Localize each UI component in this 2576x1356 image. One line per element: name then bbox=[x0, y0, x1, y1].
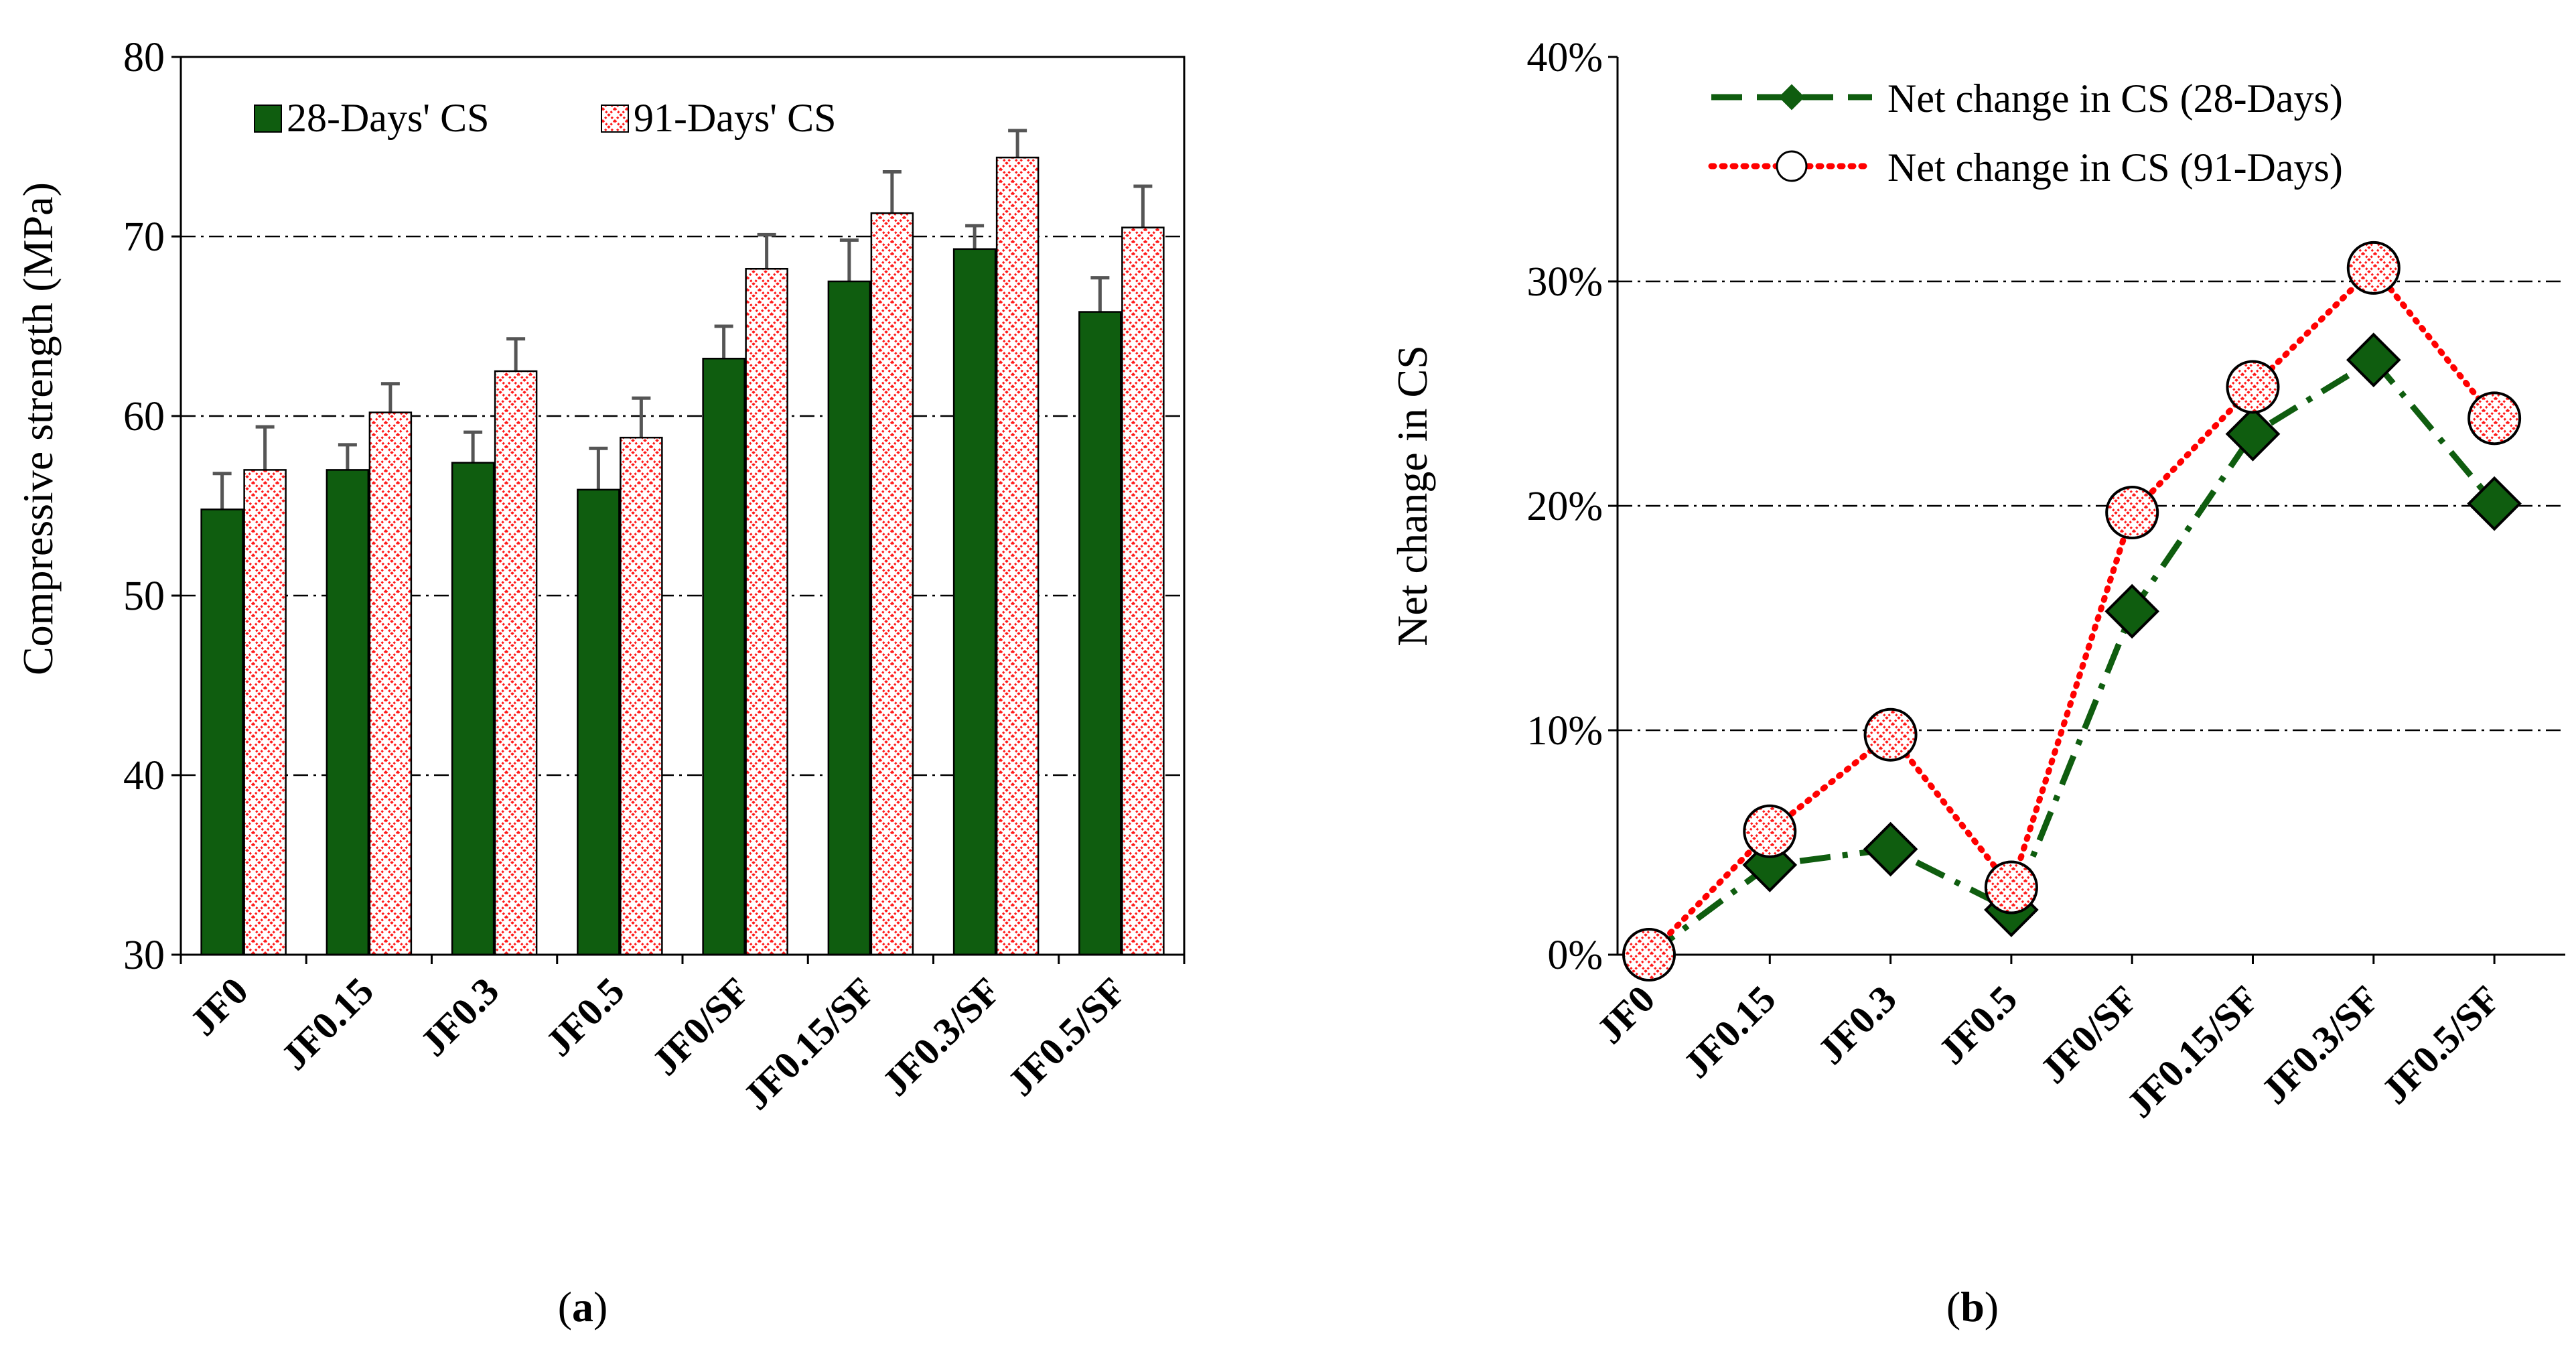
panel-label-b-letter: b bbox=[1960, 1283, 1985, 1331]
legend-label-91-days-line: Net change in CS (91-Days) bbox=[1887, 145, 2343, 190]
panel-label-a: (a) bbox=[558, 1283, 608, 1331]
bar-28-days bbox=[577, 488, 620, 956]
bar-91-days bbox=[995, 156, 1040, 956]
series-line-28-days bbox=[1647, 356, 2497, 957]
marker-91-days bbox=[2346, 241, 2401, 295]
bar-28-days bbox=[827, 280, 871, 956]
bar-91-days bbox=[745, 267, 788, 956]
bar-x-tick-label: JF0.15/SF bbox=[735, 969, 884, 1118]
legend-label-28-days: 28-Days' CS bbox=[287, 96, 490, 140]
legend-label-91-days: 91-Days' CS bbox=[634, 96, 837, 140]
bar-chart-y-axis-label: Compressive strength (MPa) bbox=[14, 182, 62, 675]
line-x-tick-label: JF0/SF bbox=[2031, 977, 2146, 1091]
bar-y-tick-label: 50 bbox=[123, 573, 165, 619]
bar-28-days bbox=[326, 469, 370, 956]
bar-chart-y-tick-labels: 30 40 50 60 70 80 bbox=[123, 35, 165, 978]
line-chart-panel-b: 0% 10% 20% 30% 40% JF0 JF0.15 JF0.3 JF0.5 JF0/SF… bbox=[1388, 35, 2565, 1331]
marker-28-days bbox=[2225, 406, 2281, 462]
line-y-tick-label: 30% bbox=[1526, 259, 1603, 305]
bar-28-days bbox=[952, 248, 997, 956]
bar-x-tick-label: JF0.3 bbox=[412, 969, 508, 1065]
bar-91-days bbox=[368, 411, 413, 956]
bar-x-tick-label: JF0.3/SF bbox=[873, 969, 1009, 1104]
bar-91-days bbox=[870, 212, 914, 956]
bar-x-tick-label: JF0.5 bbox=[537, 969, 633, 1065]
line-chart-markers bbox=[1622, 241, 2522, 981]
panel-label-a-letter: a bbox=[572, 1283, 593, 1331]
line-x-tick-label: JF0.15 bbox=[1674, 977, 1784, 1086]
line-y-tick-label: 10% bbox=[1526, 708, 1603, 754]
bar-chart-axes bbox=[171, 56, 1186, 964]
marker-91-days bbox=[1622, 928, 1676, 981]
line-x-tick-label: JF0.5 bbox=[1930, 977, 2025, 1073]
legend-swatch-28-days bbox=[254, 105, 282, 133]
marker-28-days bbox=[1863, 821, 1918, 877]
line-chart-gridlines bbox=[1618, 280, 2565, 732]
legend-diamond-28-days-icon bbox=[1778, 84, 1805, 111]
bar-y-tick-label: 80 bbox=[123, 35, 165, 80]
marker-91-days bbox=[2226, 360, 2280, 414]
line-y-tick-label: 20% bbox=[1526, 484, 1603, 529]
marker-91-days bbox=[2105, 486, 2159, 540]
bar-x-tick-label: JF0.5/SF bbox=[999, 969, 1135, 1104]
line-x-tick-label: JF0.3 bbox=[1809, 977, 1905, 1073]
legend-label-28-days-line: Net change in CS (28-Days) bbox=[1887, 76, 2343, 121]
line-chart-y-tick-labels: 0% 10% 20% 30% 40% bbox=[1526, 35, 1603, 978]
marker-91-days bbox=[2467, 391, 2522, 446]
marker-91-days bbox=[1743, 804, 1797, 858]
bar-28-days bbox=[1078, 311, 1122, 956]
line-chart-legend: Net change in CS (28-Days) Net change in… bbox=[1708, 76, 2343, 190]
bar-28-days bbox=[451, 462, 495, 956]
bar-91-days bbox=[243, 469, 287, 956]
bar-91-days bbox=[620, 436, 663, 956]
marker-28-days bbox=[2467, 476, 2522, 531]
bar-28-days bbox=[702, 357, 745, 956]
bar-28-days bbox=[200, 508, 244, 956]
marker-91-days bbox=[1984, 860, 2038, 914]
bar-y-tick-label: 60 bbox=[123, 394, 165, 439]
bar-chart-legend: 28-Days' CS 91-Days' CS bbox=[254, 96, 837, 140]
bar-y-tick-label: 70 bbox=[123, 214, 165, 260]
bar-chart-bars bbox=[200, 156, 1165, 956]
line-chart-x-tick-labels: JF0 JF0.15 JF0.3 JF0.5 JF0/SFJF0.15/SFJF0.3/… bbox=[1588, 977, 2508, 1126]
line-y-tick-label: 0% bbox=[1547, 933, 1603, 978]
legend-swatch-91-days bbox=[601, 105, 629, 133]
bar-x-tick-label: JF0 bbox=[182, 969, 257, 1044]
line-x-tick-label: JF0 bbox=[1588, 977, 1663, 1052]
bar-y-tick-label: 40 bbox=[123, 753, 165, 799]
marker-28-days bbox=[2346, 332, 2401, 388]
legend-circle-91-days-icon bbox=[1776, 150, 1808, 182]
line-y-tick-label: 40% bbox=[1526, 35, 1603, 80]
bar-y-tick-label: 30 bbox=[123, 933, 165, 978]
line-x-tick-label: JF0.3/SF bbox=[2252, 977, 2388, 1112]
panel-label-b: (b) bbox=[1946, 1283, 1999, 1331]
bar-x-tick-label: JF0.15 bbox=[273, 969, 382, 1078]
line-x-tick-label: JF0.5/SF bbox=[2373, 977, 2508, 1112]
line-chart-y-axis-label: Net change in CS bbox=[1388, 345, 1436, 647]
marker-28-days bbox=[2104, 584, 2160, 639]
line-x-tick-label: JF0.15/SF bbox=[2118, 977, 2267, 1126]
bar-chart-x-tick-labels: JF0 JF0.15 JF0.3 JF0.5 JF0/SFJF0.15/SFJF0.3/… bbox=[182, 969, 1135, 1118]
bar-91-days bbox=[1121, 226, 1165, 956]
bar-91-days bbox=[494, 370, 538, 956]
bar-x-tick-label: JF0/SF bbox=[644, 969, 758, 1083]
marker-91-days bbox=[1863, 707, 1918, 762]
